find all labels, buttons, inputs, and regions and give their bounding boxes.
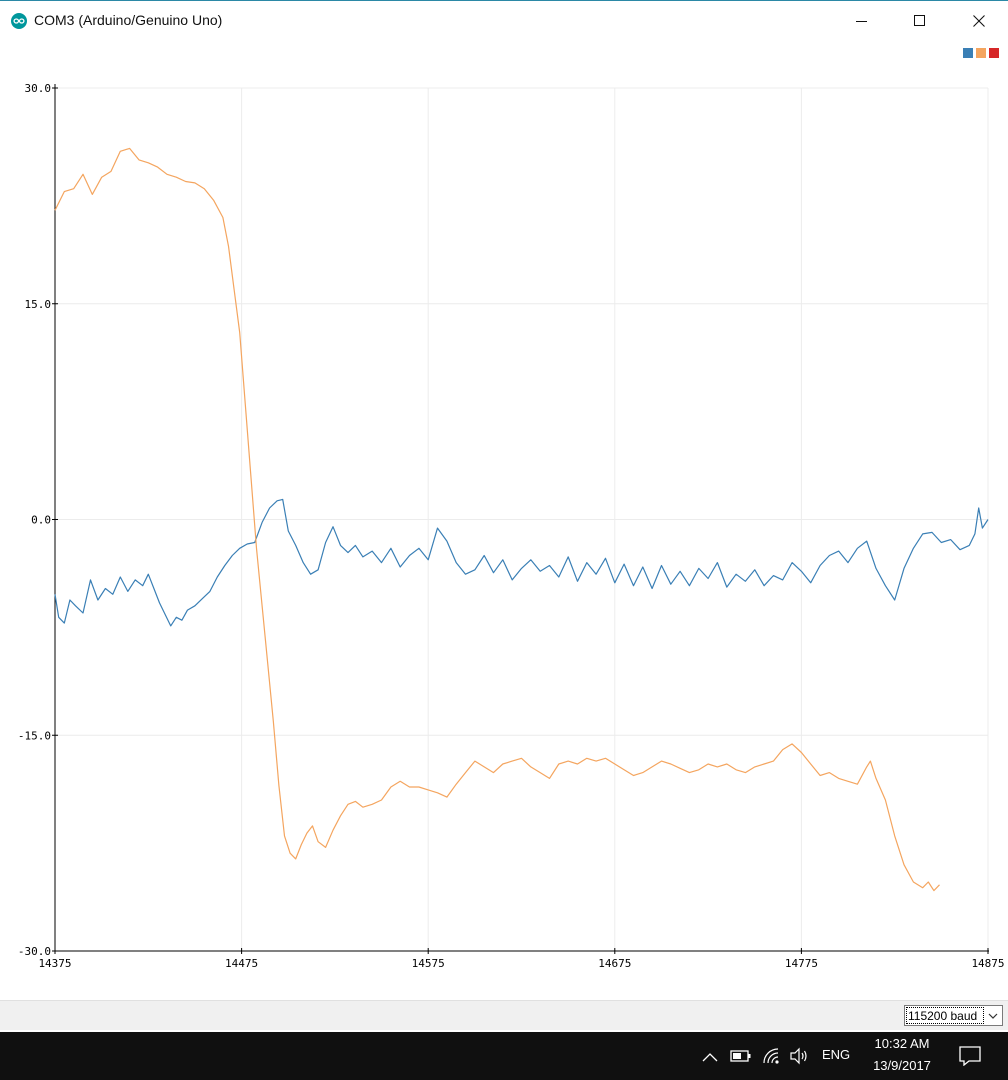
legend-swatch-2 xyxy=(976,48,986,58)
close-icon xyxy=(973,14,985,27)
x-tick-label: 14875 xyxy=(971,957,1004,970)
chevron-down-icon xyxy=(988,1013,998,1019)
serial-plotter-area: 30.0 15.0 0.0 -15.0 -30.0 14375 14475 14575 1467… xyxy=(0,40,1008,1000)
notification-icon[interactable] xyxy=(959,1046,981,1066)
close-button[interactable] xyxy=(956,1,1002,40)
x-tick-label: 14775 xyxy=(785,957,818,970)
x-tick-label: 14675 xyxy=(598,957,631,970)
clock-time[interactable]: 10:32 AM xyxy=(874,1036,930,1051)
focus-outline xyxy=(906,1007,984,1024)
series-line-1 xyxy=(54,498,989,627)
windows-taskbar: ENG 10:32 AM 13/9/2017 xyxy=(0,1032,1008,1080)
battery-icon[interactable] xyxy=(730,1049,752,1063)
clock-date[interactable]: 13/9/2017 xyxy=(873,1058,931,1073)
maximize-icon xyxy=(914,14,925,26)
y-tick-label: 30.0 xyxy=(25,82,52,95)
legend xyxy=(963,48,999,58)
baud-rate-value: 115200 baud xyxy=(908,1008,978,1023)
wifi-icon[interactable] xyxy=(762,1047,782,1065)
x-tick-label: 14575 xyxy=(412,957,445,970)
series-line-2 xyxy=(54,147,940,892)
minimize-icon xyxy=(856,20,867,22)
y-tick-label: 0.0 xyxy=(31,514,51,527)
chevron-up-icon[interactable] xyxy=(702,1051,718,1063)
window-title-bar: COM3 (Arduino/Genuino Uno) xyxy=(0,0,1008,40)
y-tick-label: -30.0 xyxy=(18,945,51,958)
y-tick-label: 15.0 xyxy=(25,298,52,311)
window-title: COM3 (Arduino/Genuino Uno) xyxy=(34,12,223,28)
x-tick-label: 14375 xyxy=(38,957,71,970)
x-tick-label: 14475 xyxy=(225,957,258,970)
minimize-button[interactable] xyxy=(839,1,885,40)
arduino-icon xyxy=(11,13,27,29)
maximize-button[interactable] xyxy=(897,1,943,40)
y-tick-label: -15.0 xyxy=(18,729,51,742)
volume-icon[interactable] xyxy=(789,1047,809,1065)
legend-swatch-1 xyxy=(963,48,973,58)
legend-swatch-3 xyxy=(989,48,999,58)
plotter-controls: 115200 baud xyxy=(0,1000,1008,1030)
language-indicator[interactable]: ENG xyxy=(822,1047,851,1062)
baud-rate-select[interactable]: 115200 baud xyxy=(904,1005,1003,1026)
